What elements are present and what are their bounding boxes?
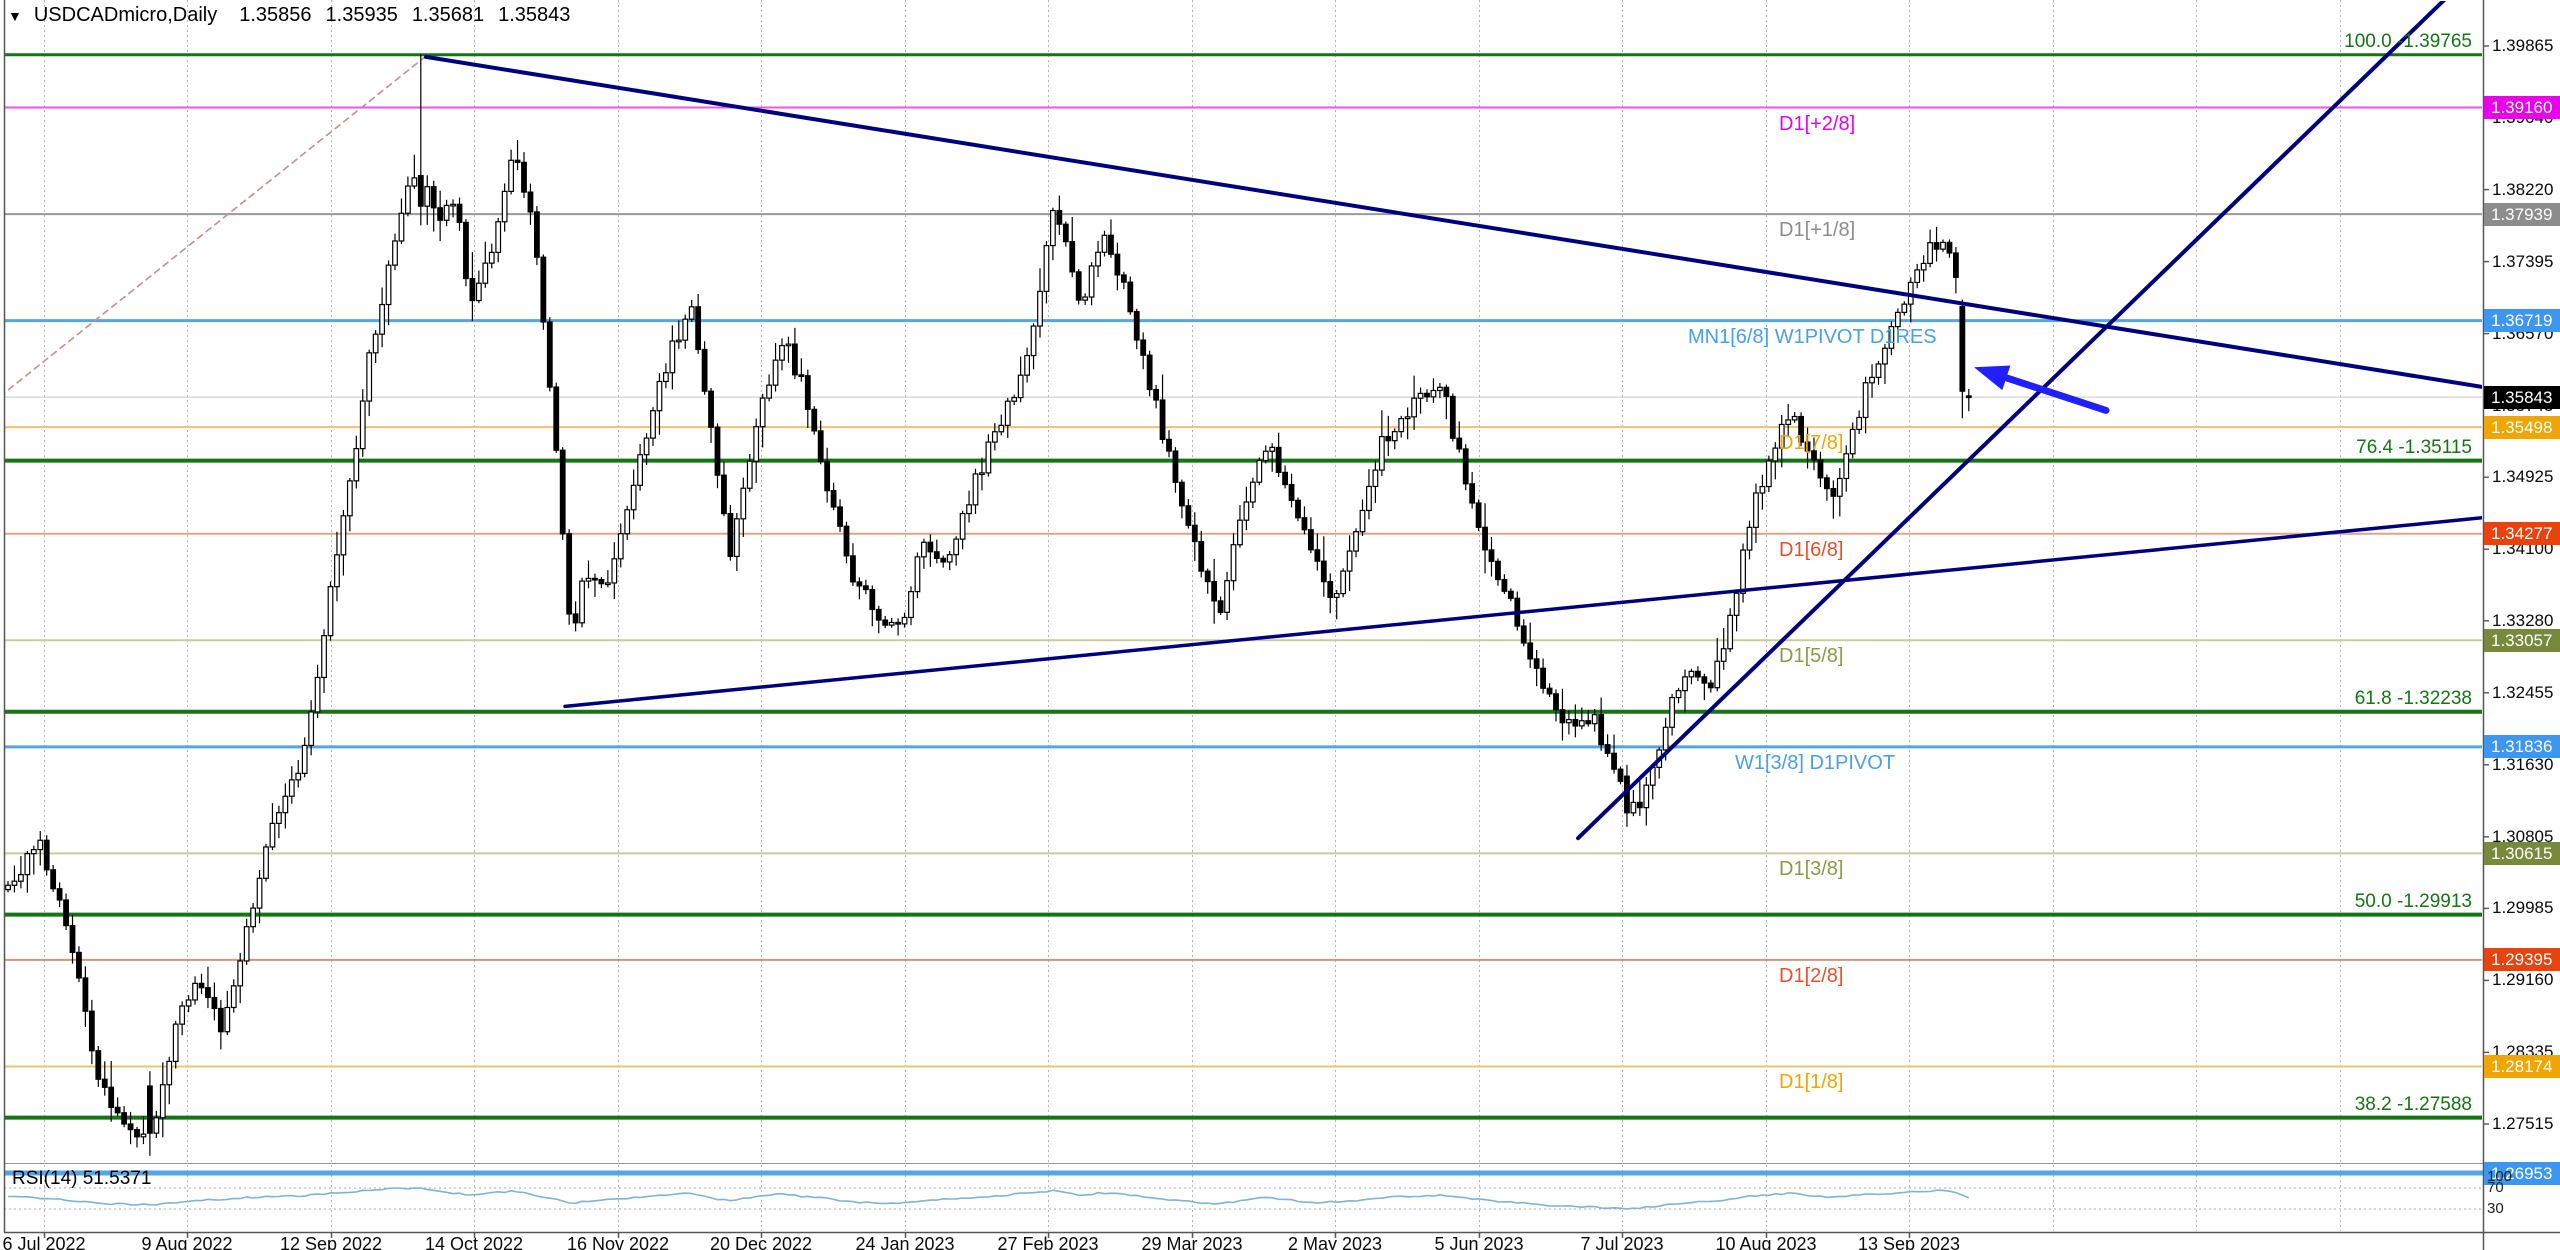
date-axis-label: 9 Aug 2022 [141,1234,233,1250]
trendline-ascending-support-shallow[interactable] [563,516,2482,709]
candles-series [5,54,1972,1156]
rsi-scale-label: 100 [2487,1168,2513,1185]
murrey-level-label: MN1[6/8] W1PIVOT D1RES [1688,325,1937,348]
price-axis-label: 1.38220 [2492,179,2554,199]
quote-low: 1.35681 [411,4,485,26]
date-axis-label: 12 Sep 2022 [279,1234,383,1250]
price-axis-label: 1.30805 [2492,826,2554,846]
price-axis-label: 1.33280 [2492,610,2554,630]
fib-level-label: 76.4 -1.35115 [2356,436,2472,458]
price-axis-label: 1.39865 [2492,36,2554,55]
quote-close: 1.35843 [498,4,571,26]
rsi-scale-label: 70 [2487,1179,2504,1196]
price-axis-label: 1.29160 [2492,970,2554,990]
current-price-badge: 1.35843 [2484,385,2560,409]
annotation-arrow[interactable] [1974,365,2110,414]
level-price-badge: 1.30615 [2484,841,2560,865]
price-axis-label: 1.34925 [2492,467,2554,487]
fib-level-label: 38.2 -1.27588 [2354,1093,2472,1115]
date-axis-label: 16 Nov 2022 [566,1234,670,1250]
level-price-badge: 1.33057 [2484,628,2560,652]
date-axis-label: 7 Jul 2023 [1580,1234,1664,1250]
date-axis-label: 24 Jan 2023 [855,1234,955,1250]
murrey-level-label: D1[+1/8] [1779,219,1856,242]
trendline-ascending-support-steep[interactable] [1576,0,2446,841]
murrey-level-label: W1[3/8] D1PIVOT [1735,751,1896,774]
trendline-rally-projection-dashed[interactable] [0,55,427,396]
level-price-badge: 1.35498 [2484,415,2560,439]
fib-level-label: 100.0 -1.39765 [2344,30,2472,52]
date-axis-label: 20 Dec 2022 [709,1234,813,1250]
murrey-level-label: D1[5/8] [1779,645,1844,668]
title-bar: ▼ USDCADmicro,Daily 1.35856 1.35935 1.35… [8,4,584,27]
level-price-badge: 1.31836 [2484,735,2560,759]
date-axis-label: 6 Jul 2022 [2,1234,86,1250]
rsi-line [7,1187,1970,1210]
trendline-descending-resistance[interactable] [424,54,2482,389]
symbol-dropdown-icon[interactable]: ▼ [8,7,22,24]
level-price-badge: 1.29395 [2484,948,2560,972]
level-price-badge: 1.34277 [2484,522,2560,546]
date-axis-label: 27 Feb 2023 [997,1234,1099,1250]
murrey-level-label: D1[1/8] [1779,1071,1844,1094]
level-price-badge: 1.39160 [2484,96,2560,120]
level-price-badge: 1.28174 [2484,1054,2560,1078]
symbol-period-label: USDCADmicro,Daily [33,4,218,26]
grid-vertical-lines [44,0,2341,1231]
quote-open: 1.35856 [239,4,312,26]
quote-high: 1.35935 [325,4,398,26]
price-axis-label: 1.29985 [2492,898,2554,918]
price-axis-label: 1.32455 [2492,682,2554,702]
rsi-indicator-label: RSI(14) 51.5371 [12,1168,152,1189]
price-axis-label: 1.27515 [2492,1113,2554,1133]
murrey-level-label: D1[3/8] [1779,858,1844,881]
murrey-level-label: D1[+2/8] [1779,112,1856,135]
murrey-level-label: D1[2/8] [1779,964,1844,987]
fib-level-label: 61.8 -1.32238 [2354,687,2472,709]
fib-level-label: 50.0 -1.29913 [2354,890,2472,912]
level-price-badge: 1.37939 [2484,202,2560,226]
level-price-badge: 1.36719 [2484,309,2560,333]
murrey-level-label: D1[6/8] [1779,538,1844,561]
rsi-scale-label: 30 [2487,1200,2504,1217]
price-axis-label: 1.37395 [2492,251,2554,271]
price-axis-label: 1.31630 [2492,754,2554,774]
date-axis-label: 14 Oct 2022 [424,1234,524,1250]
murrey-level-label: D1[7/8] [1779,432,1844,455]
date-axis-label: 29 Mar 2023 [1141,1234,1243,1250]
date-axis-label: 5 Jun 2023 [1434,1234,1524,1250]
date-axis-label: 13 Sep 2023 [1857,1234,1961,1250]
date-axis-label: 2 May 2023 [1287,1234,1383,1250]
level-price-badge: 1.26953 [2484,1161,2560,1185]
date-axis-label: 10 Aug 2023 [1715,1234,1817,1250]
